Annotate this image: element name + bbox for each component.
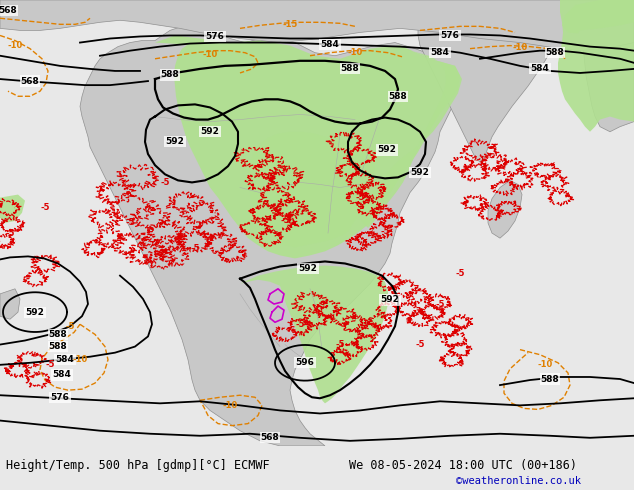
Polygon shape [488, 180, 522, 238]
Text: 588: 588 [49, 342, 67, 351]
Text: ©weatheronline.co.uk: ©weatheronline.co.uk [456, 476, 581, 486]
Text: Height/Temp. 500 hPa [gdmp][°C] ECMWF: Height/Temp. 500 hPa [gdmp][°C] ECMWF [6, 459, 270, 472]
Text: -10: -10 [347, 48, 363, 57]
Text: -5: -5 [45, 360, 55, 369]
Text: 568: 568 [261, 433, 280, 442]
Polygon shape [562, 0, 634, 33]
Text: 592: 592 [411, 168, 429, 177]
Text: -5: -5 [65, 322, 75, 331]
Text: -5: -5 [190, 244, 200, 253]
Text: 584: 584 [53, 370, 72, 379]
Text: -10: -10 [202, 50, 217, 59]
Text: -5: -5 [5, 228, 15, 238]
Text: -5: -5 [455, 269, 465, 278]
Text: -5: -5 [265, 173, 275, 182]
Text: 592: 592 [380, 295, 399, 304]
Text: -5: -5 [40, 203, 49, 212]
Polygon shape [583, 0, 634, 132]
Text: -5: -5 [280, 217, 290, 225]
Text: -5: -5 [436, 299, 444, 309]
Polygon shape [0, 195, 25, 223]
Text: 592: 592 [378, 146, 396, 154]
Text: 592: 592 [299, 264, 318, 273]
Text: 588: 588 [541, 374, 559, 384]
Text: We 08-05-2024 18:00 UTC (00+186): We 08-05-2024 18:00 UTC (00+186) [349, 459, 577, 472]
Text: 588: 588 [389, 92, 408, 101]
Text: -5: -5 [295, 320, 305, 329]
Polygon shape [240, 266, 388, 403]
Text: 588: 588 [546, 48, 564, 57]
Text: 576: 576 [205, 32, 224, 41]
Text: -5: -5 [160, 178, 170, 187]
Polygon shape [0, 289, 20, 319]
Text: 584: 584 [531, 64, 550, 74]
Text: -5: -5 [415, 340, 425, 349]
Text: -10: -10 [512, 43, 527, 52]
Polygon shape [248, 46, 462, 247]
Polygon shape [558, 0, 634, 132]
Text: 576: 576 [441, 31, 460, 40]
Text: -5: -5 [335, 340, 345, 349]
Text: -10: -10 [538, 360, 553, 369]
Text: 584: 584 [56, 355, 74, 364]
Polygon shape [80, 25, 465, 446]
Text: 568: 568 [0, 5, 17, 15]
Text: 588: 588 [49, 330, 67, 339]
Text: -10: -10 [8, 41, 23, 50]
Text: -5: -5 [380, 226, 390, 236]
Text: 584: 584 [430, 48, 450, 57]
Text: -10: -10 [72, 355, 87, 364]
Text: -5: -5 [126, 219, 135, 227]
Text: -10: -10 [223, 401, 238, 410]
Text: 592: 592 [200, 127, 219, 136]
Text: 588: 588 [160, 71, 179, 79]
Text: 576: 576 [51, 393, 70, 402]
Polygon shape [0, 0, 634, 50]
Text: 568: 568 [21, 76, 39, 86]
Text: 596: 596 [295, 358, 314, 368]
Text: 592: 592 [25, 308, 44, 317]
Text: -5: -5 [355, 193, 365, 202]
Polygon shape [418, 0, 550, 162]
Text: -15: -15 [282, 20, 298, 29]
Text: 592: 592 [165, 137, 184, 147]
Polygon shape [155, 35, 460, 258]
Text: 584: 584 [321, 40, 339, 49]
Text: 588: 588 [340, 64, 359, 74]
